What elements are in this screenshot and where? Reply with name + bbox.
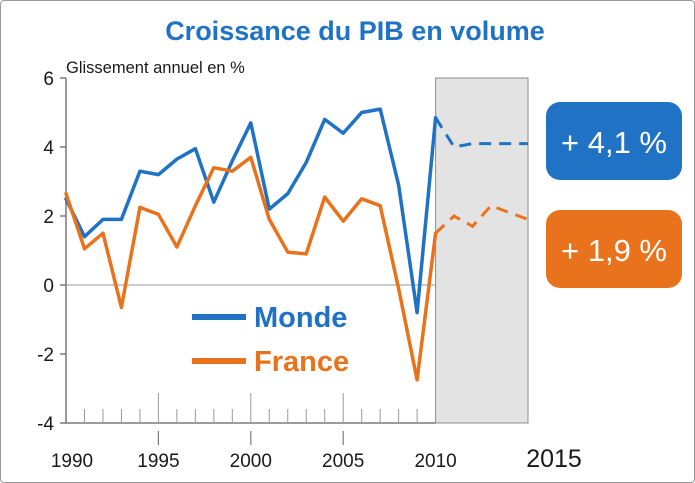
- legend-label-france: France: [254, 346, 349, 378]
- x-tick-label: 2015: [526, 445, 582, 473]
- badge-label-monde: + 4,1 %: [561, 125, 667, 160]
- y-tick-label: 0: [43, 276, 54, 297]
- y-tick-label: 2: [43, 207, 54, 228]
- x-tick-label: 2005: [322, 451, 364, 472]
- x-tick-label: 1995: [137, 451, 179, 472]
- chart-title: Croissance du PIB en volume: [165, 16, 545, 46]
- y-tick-label: -4: [37, 414, 54, 435]
- series-line-france: [64, 155, 438, 382]
- x-tick-label: 2000: [230, 451, 272, 472]
- x-tick-label: 2010: [414, 451, 456, 472]
- y-tick-label: 4: [43, 138, 54, 159]
- badge-france: [546, 210, 682, 288]
- x-tick-label: 1990: [51, 451, 93, 472]
- y-tick-label: -2: [37, 345, 54, 366]
- forecast-region: [435, 77, 529, 424]
- badge-monde: [546, 102, 682, 180]
- legend-label-monde: Monde: [254, 302, 347, 334]
- y-axis-label: Glissement annuel en %: [66, 59, 245, 77]
- badge-label-france: + 1,9 %: [561, 233, 667, 268]
- forecast-line-monde: [434, 116, 528, 149]
- forecast-line-france: [434, 203, 529, 235]
- y-tick-label: 6: [43, 69, 54, 90]
